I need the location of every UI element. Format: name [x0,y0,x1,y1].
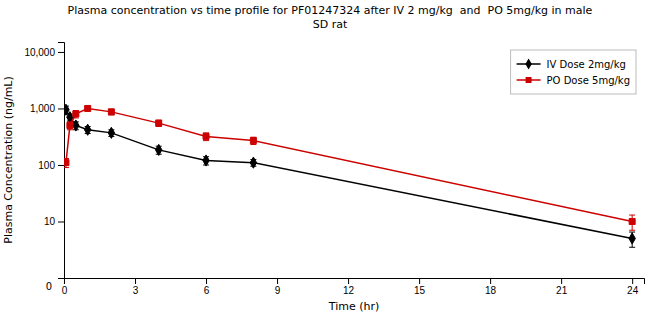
title-line: SD rat [313,18,348,31]
y-tick: 10,000 [24,47,64,58]
error-bar [203,133,209,141]
x-tick-label: 3 [133,285,139,296]
x-tick-mark [419,278,420,284]
legend-box [511,50,636,94]
point [73,111,79,117]
error-bar [250,137,256,144]
x-tick: 15 [414,278,426,296]
y-tick: 10 [44,216,64,227]
error-bar-cap [629,215,635,216]
x-tick: 3 [133,278,139,296]
series-line [66,108,632,221]
chart: Plasma concentration vs time profile for… [0,0,660,318]
x-tick-mark [135,278,136,284]
legend-marker [526,77,532,83]
x-tick-label: 15 [414,285,426,296]
error-bar [629,215,635,230]
y-tick-label: 10 [44,216,56,227]
series [64,105,635,230]
x-tick-label: 21 [556,285,568,296]
x-tick-label: 18 [485,285,497,296]
x-tick: 21 [556,278,568,296]
x-tick-mark [206,278,207,284]
series-line [66,110,632,239]
point [108,127,114,138]
error-bar-cap [64,167,69,168]
legend-item: PO Dose 5mg/kg [517,75,630,86]
point [156,120,162,126]
annotation: 0 [46,281,52,292]
y-tick-mark [58,165,64,166]
legend-marker [525,58,531,69]
point [250,138,256,144]
error-bar [629,232,635,247]
error-bar-cap [250,144,256,145]
error-bar [67,122,73,130]
legend-label: IV Dose 2mg/kg [547,59,626,70]
title-line: Plasma concentration vs time profile for… [68,4,593,17]
x-tick-label: 6 [204,285,210,296]
error-bar [73,111,79,118]
legend-item: IV Dose 2mg/kg [517,58,626,69]
x-tick: 9 [275,278,281,296]
y-axis-line [58,43,65,279]
y-tick-label: 100 [38,160,55,171]
point [629,218,635,224]
point [250,157,256,168]
point [67,122,73,128]
x-axis-line [65,279,645,285]
point [108,109,114,115]
x-tick: 0 [62,278,68,296]
y-tick-label: 1,000 [30,103,55,114]
x-tick-mark [561,278,562,284]
title: Plasma concentration vs time profile for… [68,4,593,31]
plot: 0 3 6 9 12 15 18 21 24 10 100 1,000 10,000 Time (hr) P… [2,43,645,314]
error-bar [108,109,114,115]
x-tick-label: 0 [62,285,68,296]
point [203,133,209,139]
x-tick-mark [632,278,633,284]
series [64,104,635,247]
x-axis-title: Time (hr) [328,300,380,313]
point [629,233,635,244]
x-tick-mark [348,278,349,284]
error-bar [156,120,162,126]
x-axis: 0 3 6 9 12 15 18 21 24 [62,278,645,296]
y-tick-mark [58,52,64,53]
error-bar-cap [73,117,79,118]
x-tick: 24 [627,278,639,296]
error-bar-cap [629,230,635,231]
y-tick-label: 10,000 [24,47,55,58]
x-tick-mark [277,278,278,284]
y-tick: 100 [38,160,64,171]
error-bar [64,159,69,168]
x-tick: 18 [485,278,497,296]
y-tick-mark [58,108,64,109]
error-bar-cap [629,247,635,248]
point [203,155,209,166]
x-tick: 12 [343,278,355,296]
y-tick-mark [58,221,64,222]
point [84,124,90,135]
point [64,160,69,166]
marks [64,104,635,247]
error-bar-cap [64,158,69,159]
point [73,120,79,131]
legend: IV Dose 2mg/kg PO Dose 5mg/kg [511,50,636,94]
y-axis-title: Plasma Concentration (ng/mL) [2,76,15,244]
error-bar-cap [67,129,73,130]
point [85,105,91,111]
y-tick: 1,000 [30,103,64,114]
x-tick-mark [490,278,491,284]
y-axis: 10 100 1,000 10,000 [24,43,64,279]
error-bar-cap [203,140,209,141]
point [155,144,161,155]
x-tick-label: 9 [275,285,281,296]
x-tick-label: 24 [627,285,639,296]
x-tick: 6 [204,278,210,296]
x-tick-label: 12 [343,285,355,296]
legend-label: PO Dose 5mg/kg [547,75,630,86]
